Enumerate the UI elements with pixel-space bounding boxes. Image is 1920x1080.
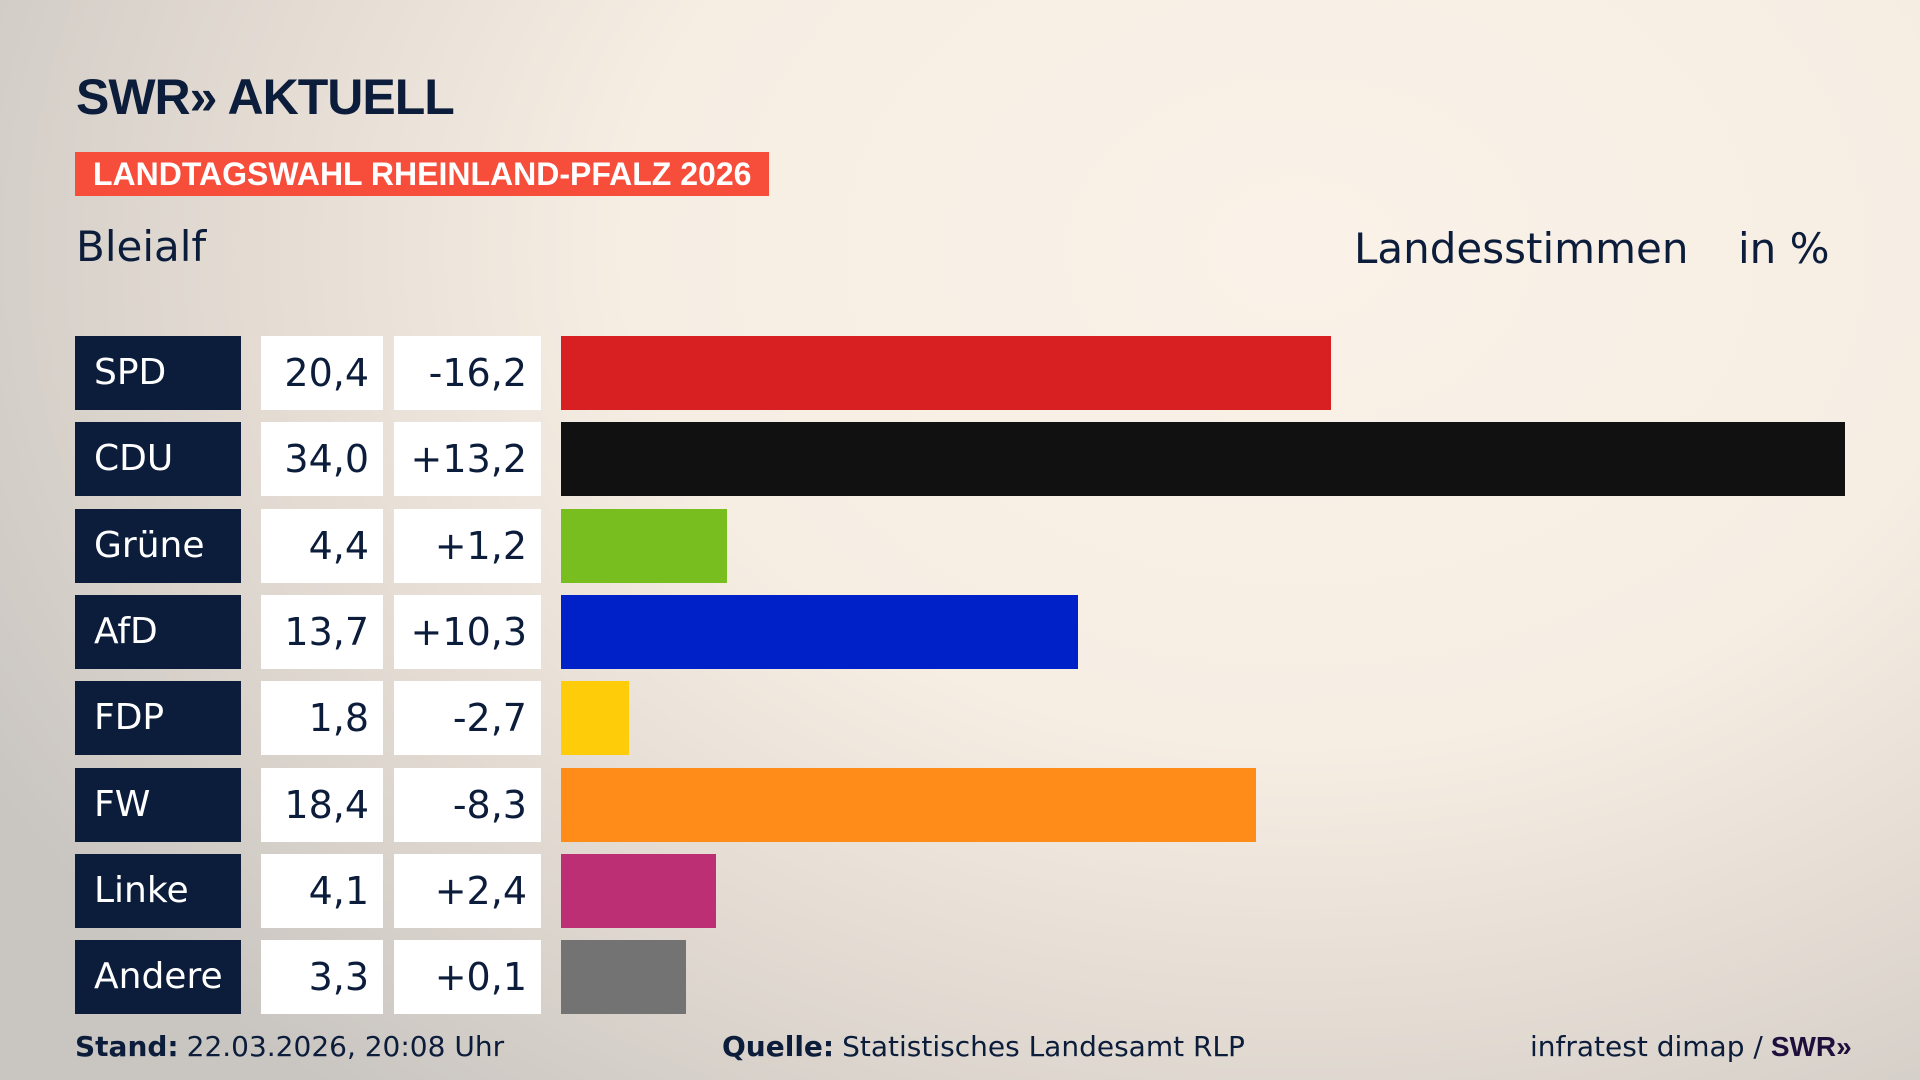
change-label: -8,3 [394,767,541,842]
value-label: 3,3 [261,940,383,1015]
value-label: 18,4 [261,767,383,842]
value-label: 13,7 [261,594,383,669]
bar-grüne [561,508,728,583]
value-label: 4,1 [261,853,383,928]
value-label: 20,4 [261,336,383,410]
party-label: FW [75,767,241,842]
source-value: Statistisches Landesamt RLP [842,1030,1245,1063]
unit-label: in % [1738,224,1830,273]
election-banner: LANDTAGSWAHL RHEINLAND-PFALZ 2026 [75,152,770,196]
change-label: +13,2 [394,422,541,497]
bar-fw [561,767,1256,842]
timestamp: Stand: 22.03.2026, 20:08 Uhr [75,1030,504,1064]
value-label: 34,0 [261,422,383,497]
change-label: +2,4 [394,853,541,928]
stand-label: Stand: [75,1030,179,1063]
value-label: 1,8 [261,681,383,756]
change-label: -16,2 [394,336,541,410]
change-label: +0,1 [394,940,541,1015]
bar-spd [561,336,1332,410]
party-label: Andere [75,940,241,1015]
source: Quelle: Statistisches Landesamt RLP [722,1030,1245,1064]
stand-value: 22.03.2026, 20:08 Uhr [186,1030,505,1063]
party-label: FDP [75,681,241,756]
result-row: Grüne 4,4 +1,2 [0,508,1920,583]
result-row: Linke 4,1 +2,4 [0,853,1920,928]
bar-fdp [561,681,629,756]
swr-logo-small: SWR» [1770,1031,1852,1062]
bar-andere [561,940,686,1015]
change-label: +10,3 [394,594,541,669]
party-label: Grüne [75,508,241,583]
party-label: CDU [75,422,241,497]
region-title: Bleialf [76,222,207,271]
party-label: AfD [75,594,241,669]
value-label: 4,4 [261,508,383,583]
party-label: Linke [75,853,241,928]
bar-afd [561,594,1079,669]
source-label: Quelle: [722,1030,835,1063]
result-row: FDP 1,8 -2,7 [0,681,1920,756]
result-row: Andere 3,3 +0,1 [0,940,1920,1015]
party-label: SPD [75,336,241,410]
change-label: +1,2 [394,508,541,583]
change-label: -2,7 [394,681,541,756]
result-row: CDU 34,0 +13,2 [0,422,1920,497]
bar-cdu [561,422,1845,497]
bar-linke [561,853,716,928]
result-row: FW 18,4 -8,3 [0,767,1920,842]
credit: infratest dimap / SWR» [1530,1030,1852,1064]
result-row: SPD 20,4 -16,2 [0,336,1920,410]
swr-aktuell-logo: SWR» AKTUELL [76,69,455,125]
credit-text: infratest dimap / [1530,1030,1763,1063]
measure-label: Landesstimmen [1354,224,1689,273]
result-row: AfD 13,7 +10,3 [0,594,1920,669]
